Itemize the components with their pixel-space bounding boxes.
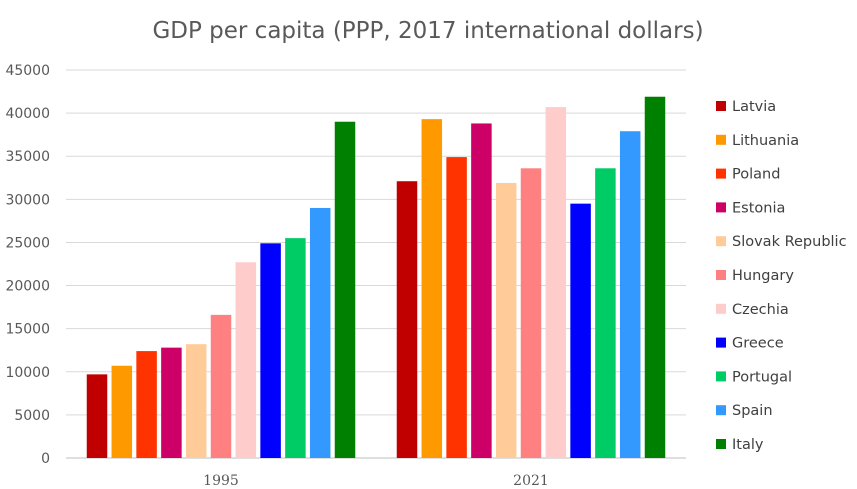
bar-italy-2021 bbox=[644, 96, 666, 459]
legend-swatch bbox=[716, 337, 726, 348]
legend-swatch bbox=[716, 439, 726, 449]
legend-swatch bbox=[716, 371, 726, 382]
legend-label: Portugal bbox=[732, 369, 792, 385]
y-tick-label: 5000 bbox=[14, 408, 50, 424]
bar-hungary-2021 bbox=[520, 168, 542, 458]
bar-lithuania-1995 bbox=[111, 365, 133, 458]
legend-label: Czechia bbox=[732, 302, 789, 318]
bar-italy-1995 bbox=[334, 121, 356, 458]
legend-label: Latvia bbox=[732, 99, 776, 115]
legend: Latvia Lithuania Poland Estonia Slovak Repub… bbox=[716, 99, 847, 453]
bar-portugal-2021 bbox=[595, 168, 616, 458]
bar-spain-2021 bbox=[619, 131, 641, 458]
bar-greece-2021 bbox=[570, 203, 591, 458]
legend-swatch bbox=[716, 202, 726, 213]
bar-estonia-1995 bbox=[161, 347, 182, 458]
bar-poland-2021 bbox=[446, 157, 467, 458]
bar-estonia-2021 bbox=[471, 123, 492, 459]
bar-hungary-1995 bbox=[210, 314, 232, 458]
bar-poland-1995 bbox=[136, 351, 157, 458]
y-tick-label: 40000 bbox=[5, 106, 50, 122]
bar-spain-1995 bbox=[309, 207, 331, 458]
gridlines bbox=[66, 69, 686, 459]
x-category-label: 1995 bbox=[203, 473, 239, 489]
legend-swatch bbox=[716, 270, 726, 280]
y-tick-label: 30000 bbox=[5, 192, 50, 208]
bar-greece-1995 bbox=[260, 243, 281, 458]
legend-swatch bbox=[716, 134, 726, 145]
legend-swatch bbox=[716, 168, 726, 179]
chart-title: GDP per capita (PPP, 2017 international … bbox=[152, 18, 703, 44]
bar-slovak-republic-1995 bbox=[185, 344, 207, 458]
bar-czechia-2021 bbox=[545, 107, 567, 458]
legend-label: Spain bbox=[732, 403, 773, 419]
y-axis-ticks: 0 5000 10000 15000 20000 25000 30000 35000 40000… bbox=[5, 63, 50, 467]
bar-slovak-republic-2021 bbox=[495, 182, 517, 458]
legend-swatch bbox=[716, 236, 726, 247]
legend-label: Hungary bbox=[732, 268, 794, 284]
x-axis: 1995 2021 bbox=[203, 473, 549, 489]
y-tick-label: 10000 bbox=[5, 365, 50, 381]
legend-swatch bbox=[716, 101, 726, 111]
legend-label: Greece bbox=[732, 336, 784, 352]
bar-portugal-1995 bbox=[285, 238, 306, 458]
bars bbox=[86, 96, 666, 459]
y-tick-label: 0 bbox=[41, 451, 50, 467]
y-tick-label: 45000 bbox=[5, 63, 50, 79]
bar-latvia-1995 bbox=[86, 374, 108, 458]
x-category-label: 2021 bbox=[513, 473, 549, 489]
legend-swatch bbox=[716, 405, 726, 416]
legend-label: Slovak Republic bbox=[732, 234, 847, 250]
bar-latvia-2021 bbox=[396, 181, 418, 458]
legend-label: Poland bbox=[732, 167, 780, 183]
y-tick-label: 20000 bbox=[5, 279, 50, 295]
y-tick-label: 25000 bbox=[5, 235, 50, 251]
legend-label: Italy bbox=[732, 437, 764, 453]
y-tick-label: 35000 bbox=[5, 149, 50, 165]
y-tick-label: 15000 bbox=[5, 322, 50, 338]
legend-swatch bbox=[716, 303, 726, 314]
bar-lithuania-2021 bbox=[421, 119, 443, 458]
bar-czechia-1995 bbox=[235, 262, 257, 458]
legend-label: Estonia bbox=[732, 200, 785, 216]
legend-label: Lithuania bbox=[732, 133, 799, 149]
